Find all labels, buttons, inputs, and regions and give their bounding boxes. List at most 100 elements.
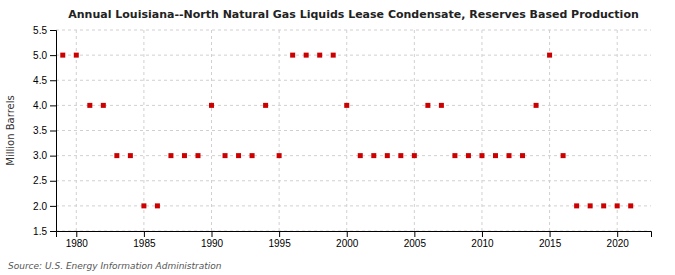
source: Source: U.S. Energy Information Administ…: [8, 261, 222, 271]
tick-label: 2005: [404, 238, 427, 249]
grid-line: [617, 30, 618, 231]
point: [277, 153, 282, 158]
tick-label: 1995: [269, 238, 292, 249]
grid-line: [414, 30, 415, 231]
axis-line: [50, 31, 57, 232]
tick-label: 3.5: [33, 125, 47, 136]
point: [385, 153, 390, 158]
tick-mark: [50, 105, 56, 106]
point: [398, 153, 403, 158]
tick: 5.0: [33, 50, 56, 61]
tick: 3.0: [33, 150, 56, 161]
tick-mark: [414, 231, 415, 237]
tick-label: 1990: [201, 238, 224, 249]
tick-mark: [50, 206, 56, 207]
point: [615, 203, 620, 208]
point: [628, 203, 633, 208]
point: [452, 153, 457, 158]
tick: 2010: [471, 231, 494, 249]
grid-line: [56, 105, 651, 106]
point: [155, 203, 160, 208]
tick-label: 1985: [133, 238, 156, 249]
grid-line: [143, 30, 144, 231]
point: [439, 103, 444, 108]
tick-mark: [50, 131, 56, 132]
point: [195, 153, 200, 158]
point: [507, 153, 512, 158]
grid-line: [549, 30, 550, 231]
tick: 3.5: [33, 125, 56, 136]
tick: 2.0: [33, 201, 56, 212]
plot: 1980198519901995200020052010201520201.52…: [33, 25, 651, 249]
point: [425, 103, 430, 108]
tick: 1985: [133, 231, 156, 249]
grid-line: [481, 30, 482, 231]
tick-label: 5.5: [33, 25, 47, 36]
tick: 1980: [66, 231, 89, 249]
grid-line: [279, 30, 280, 231]
grid-line: [76, 30, 77, 231]
point: [250, 153, 255, 158]
grid-line: [211, 30, 212, 231]
axis-line: [57, 232, 652, 238]
tick: 1995: [269, 231, 292, 249]
point: [263, 103, 268, 108]
point: [588, 203, 593, 208]
point: [466, 153, 471, 158]
point: [601, 203, 606, 208]
tick-mark: [550, 231, 551, 237]
point: [304, 53, 309, 58]
point: [60, 53, 65, 58]
title: Annual Louisiana--North Natural Gas Liqu…: [68, 8, 639, 21]
point: [236, 153, 241, 158]
grid-line: [56, 55, 651, 56]
tick: 1990: [201, 231, 224, 249]
tick-label: 4.5: [33, 75, 47, 86]
point: [317, 53, 322, 58]
point: [168, 153, 173, 158]
point: [290, 53, 295, 58]
points: [60, 53, 633, 209]
tick-mark: [50, 156, 56, 157]
point: [141, 203, 146, 208]
point: [561, 153, 566, 158]
tick: 4.5: [33, 75, 56, 86]
point: [182, 153, 187, 158]
tick: 4.0: [33, 100, 56, 111]
point: [479, 153, 484, 158]
tick-label: 2.5: [33, 175, 47, 186]
tick-mark: [279, 231, 280, 237]
tick-mark: [50, 80, 56, 81]
tick: 2015: [539, 231, 562, 249]
y-axis-title: Million Barrels: [5, 95, 16, 165]
point: [520, 153, 525, 158]
tick: 2.5: [33, 175, 56, 186]
tick-label: 2020: [607, 238, 630, 249]
tick-label: 1980: [66, 238, 89, 249]
tick-label: 2015: [539, 238, 562, 249]
tick-mark: [347, 231, 348, 237]
tick-label: 4.0: [33, 100, 47, 111]
point: [209, 103, 214, 108]
tick-mark: [50, 231, 56, 232]
point: [358, 153, 363, 158]
point: [534, 103, 539, 108]
tick-mark: [212, 231, 213, 237]
tick-label: 5.0: [33, 50, 47, 61]
tick-mark: [76, 231, 77, 237]
tick-mark: [50, 30, 56, 31]
tick-mark: [482, 231, 483, 237]
tick-label: 2000: [336, 238, 359, 249]
tick-label: 2.0: [33, 201, 47, 212]
tick: 2000: [336, 231, 359, 249]
grid-line: [56, 180, 651, 181]
tick: 5.5: [33, 25, 56, 36]
point: [87, 103, 92, 108]
grid-line: [56, 30, 651, 31]
point: [128, 153, 133, 158]
tick-mark: [50, 181, 56, 182]
tick-mark: [50, 55, 56, 56]
point: [101, 103, 106, 108]
grid-line: [346, 30, 347, 231]
point: [114, 153, 119, 158]
